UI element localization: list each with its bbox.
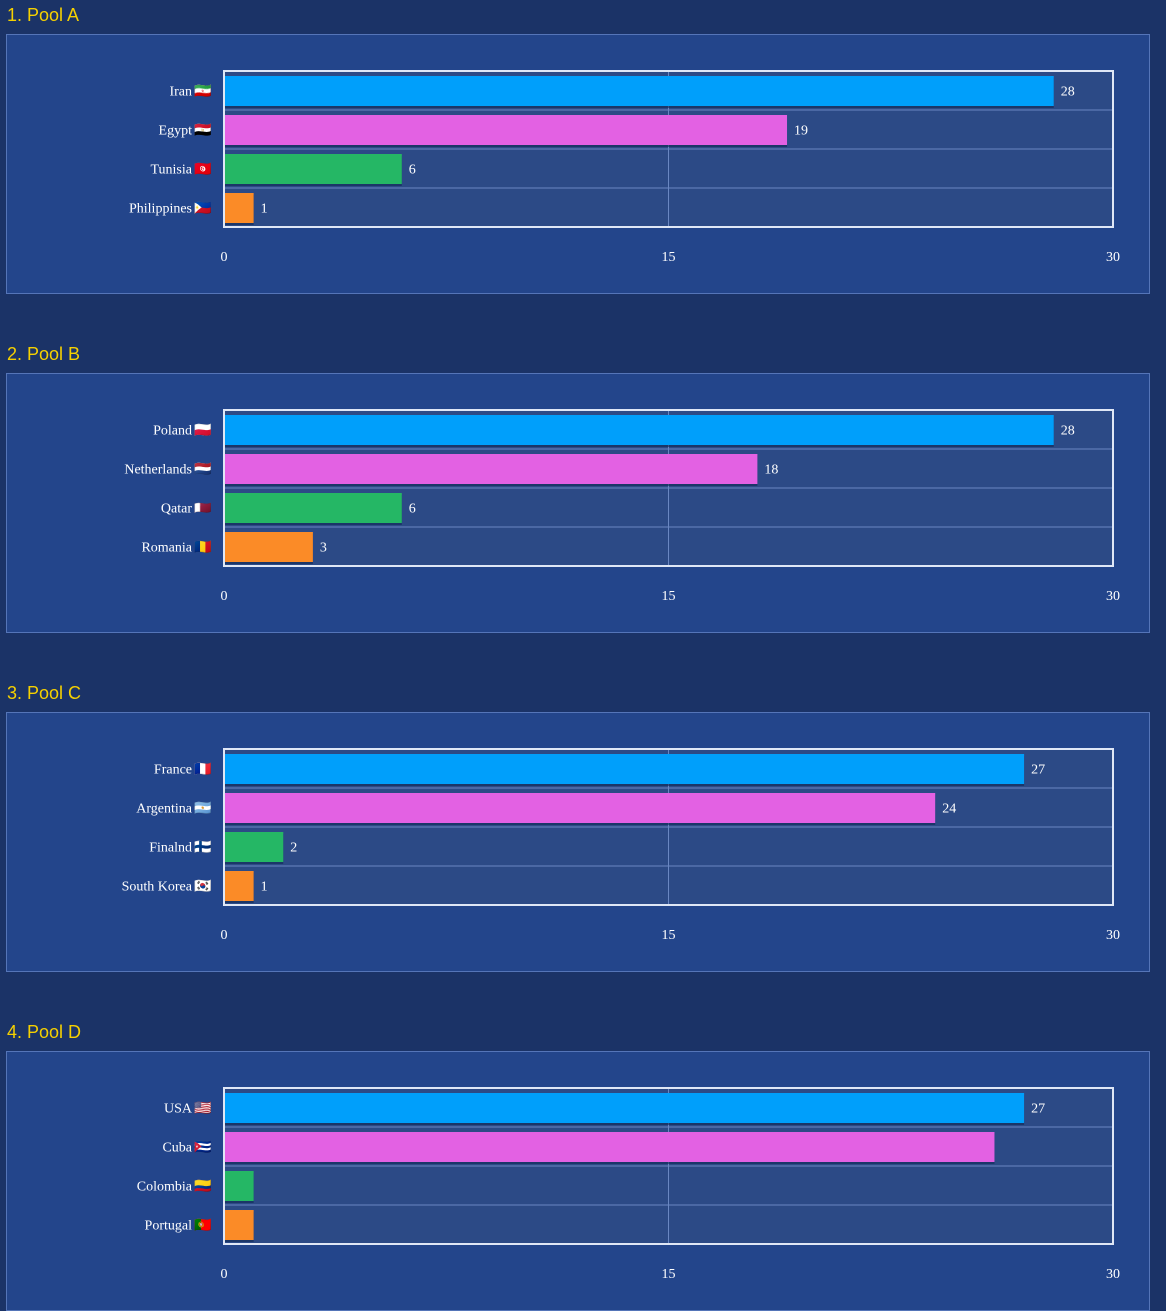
category-label: Philippines	[129, 202, 192, 217]
category-label: Cuba	[162, 1141, 192, 1156]
plot-border	[223, 70, 1114, 228]
bar	[224, 1132, 995, 1162]
flag-icon: 🇨🇴	[194, 1179, 212, 1195]
flag-icon: 🇪🇬	[194, 123, 212, 139]
flag-icon: 🇫🇮	[194, 840, 212, 856]
category-label: Finalnd	[149, 841, 192, 856]
bar-chart: 27 USA 🇺🇸 Cuba 🇨🇺 Colombia 🇨🇴 Portugal 🇵🇹 0 15 30	[137, 1087, 1120, 1282]
bar	[224, 871, 254, 901]
chart-panel: 27 USA 🇺🇸 Cuba 🇨🇺 Colombia 🇨🇴 Portugal 🇵🇹 0 15 30	[6, 1051, 1150, 1311]
tick-label: 30	[1106, 589, 1120, 604]
bar	[224, 493, 402, 523]
bar-value-label: 6	[409, 502, 416, 517]
bar-value-label: 3	[320, 541, 327, 556]
category-label: South Korea	[122, 880, 193, 895]
flag-icon: 🇰🇷	[194, 879, 212, 895]
flag-icon: 🇵🇭	[194, 201, 212, 217]
category-label: Romania	[141, 541, 192, 556]
tick-label: 15	[662, 250, 676, 265]
chart-panel: 28 18 6 3 Poland 🇵🇱 Netherlands 🇳🇱 Qatar 🇶🇦 Romani…	[6, 373, 1150, 633]
flag-icon: 🇫🇷	[194, 762, 212, 778]
bar-value-label: 1	[261, 202, 268, 217]
bar	[224, 532, 313, 562]
pool-title: 2. Pool B	[7, 344, 81, 364]
tick-label: 0	[221, 1267, 228, 1282]
category-label: Argentina	[136, 802, 193, 817]
flag-icon: 🇳🇱	[194, 462, 212, 478]
flag-icon: 🇵🇱	[194, 423, 212, 439]
category-label: Iran	[169, 85, 192, 100]
tick-label: 15	[662, 1267, 676, 1282]
bar-chart: 28 18 6 3 Poland 🇵🇱 Netherlands 🇳🇱 Qatar 🇶🇦 Romani…	[124, 409, 1120, 604]
bar-chart: 28 19 6 1 Iran 🇮🇷 Egypt 🇪🇬 Tunisia 🇹🇳 Philippines 🇵…	[129, 70, 1120, 265]
bar	[224, 1171, 254, 1201]
bar-value-label: 27	[1031, 763, 1045, 778]
bar-value-label: 1	[261, 880, 268, 895]
bar	[224, 454, 758, 484]
bar	[224, 1210, 254, 1240]
bar	[224, 415, 1054, 445]
tick-label: 30	[1106, 1267, 1120, 1282]
chart-panel: 28 19 6 1 Iran 🇮🇷 Egypt 🇪🇬 Tunisia 🇹🇳 Philippines 🇵…	[6, 34, 1150, 294]
category-label: France	[154, 763, 192, 778]
tick-label: 15	[662, 928, 676, 943]
bar	[224, 154, 402, 184]
pool-title: 1. Pool A	[7, 5, 80, 25]
category-label: USA	[164, 1102, 193, 1117]
tick-label: 0	[221, 589, 228, 604]
flag-icon: 🇷🇴	[194, 540, 212, 556]
bar	[224, 76, 1054, 106]
plot-border	[223, 409, 1114, 567]
bar	[224, 793, 936, 823]
pool-title: 3. Pool C	[7, 683, 82, 703]
tick-label: 30	[1106, 250, 1120, 265]
tick-label: 30	[1106, 928, 1120, 943]
bar-value-label: 2	[290, 841, 297, 856]
plot-border	[223, 748, 1114, 906]
bar	[224, 1093, 1025, 1123]
pool-title: 4. Pool D	[7, 1022, 82, 1042]
bar	[224, 832, 284, 862]
flag-icon: 🇨🇺	[194, 1140, 212, 1156]
category-label: Egypt	[159, 124, 193, 139]
tick-label: 0	[221, 928, 228, 943]
flag-icon: 🇹🇳	[194, 162, 212, 178]
category-label: Qatar	[161, 502, 192, 517]
bar-value-label: 19	[794, 124, 808, 139]
category-label: Netherlands	[124, 463, 192, 478]
bar	[224, 754, 1025, 784]
category-label: Tunisia	[150, 163, 192, 178]
category-label: Poland	[153, 424, 192, 439]
tick-label: 15	[662, 589, 676, 604]
category-label: Colombia	[137, 1180, 193, 1195]
flag-icon: 🇦🇷	[194, 801, 212, 817]
bar-value-label: 27	[1031, 1102, 1045, 1117]
bar-value-label: 28	[1061, 85, 1075, 100]
bar-value-label: 24	[942, 802, 956, 817]
tick-label: 0	[221, 250, 228, 265]
bar-value-label: 28	[1061, 424, 1075, 439]
chart-panel: 27 24 2 1 France 🇫🇷 Argentina 🇦🇷 Finalnd 🇫🇮 South …	[6, 712, 1150, 972]
bar	[224, 115, 788, 145]
flag-icon: 🇮🇷	[194, 84, 212, 100]
bar	[224, 193, 254, 223]
flag-icon: 🇺🇸	[194, 1101, 212, 1117]
flag-icon: 🇶🇦	[194, 502, 212, 517]
bar-value-label: 18	[764, 463, 778, 478]
bar-value-label: 6	[409, 163, 416, 178]
plot-border	[223, 1087, 1114, 1245]
flag-icon: 🇵🇹	[194, 1218, 212, 1234]
category-label: Portugal	[145, 1219, 193, 1234]
